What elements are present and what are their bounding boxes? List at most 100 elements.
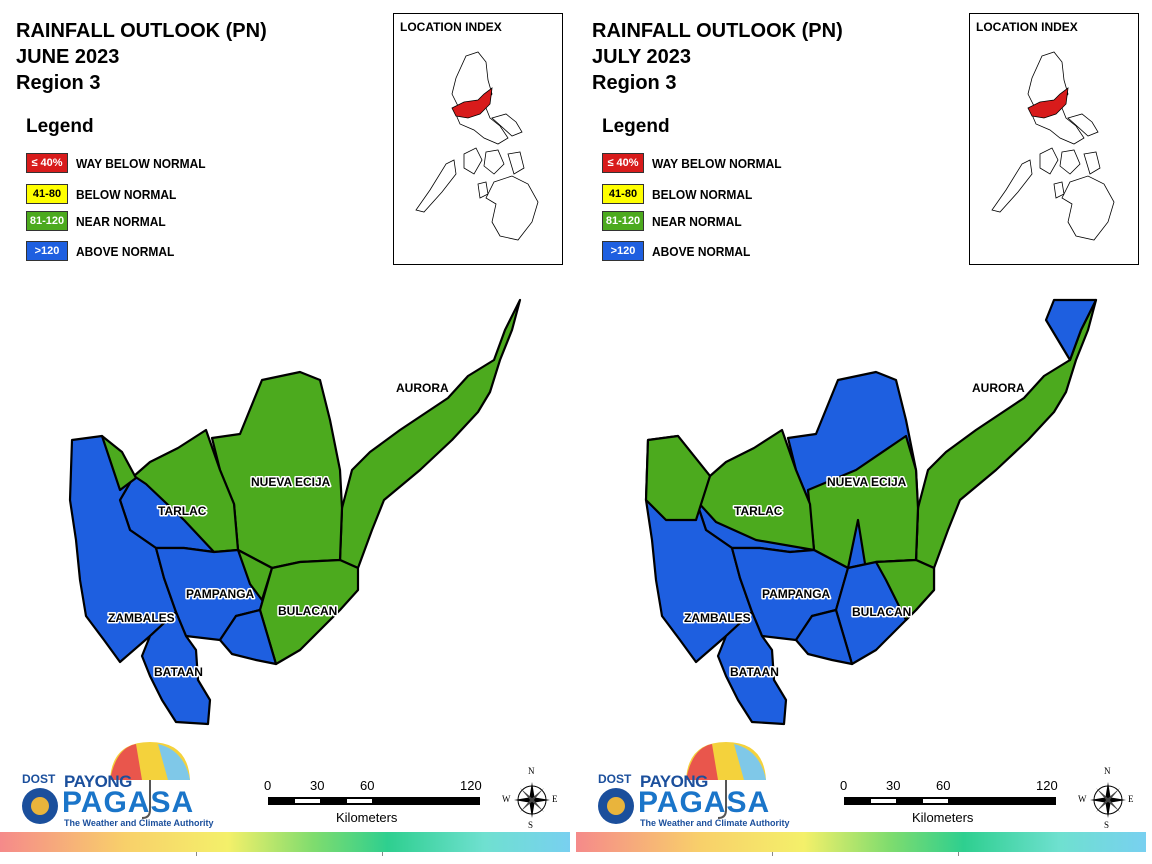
- legend-label: BELOW NORMAL: [76, 186, 177, 202]
- outlook-panel-june: RAINFALL OUTLOOK (PN) JUNE 2023 Region 3…: [0, 13, 570, 856]
- label-nueva-ecija: NUEVA ECIJA: [827, 475, 907, 489]
- legend-item-above: >120 ABOVE NORMAL: [602, 240, 759, 262]
- compass-icon: [514, 782, 550, 818]
- payong-text: PAYONG: [640, 772, 708, 791]
- footer-color-bar: [576, 832, 1146, 856]
- legend-swatch: 41-80: [602, 184, 644, 204]
- title-line-2: JUNE 2023: [16, 46, 120, 68]
- compass-rose: N S E W: [502, 766, 560, 832]
- legend-swatch: ≤ 40%: [26, 153, 68, 173]
- pagasa-logo: DOST PAYONG PAGASA The Weather and Clima…: [592, 740, 790, 830]
- legend-swatch: >120: [26, 241, 68, 261]
- label-bulacan: BULACAN: [852, 605, 911, 619]
- scale-tick: 120: [1036, 778, 1058, 793]
- title-line-3: Region 3: [16, 72, 101, 94]
- scale-unit: Kilometers: [336, 810, 398, 825]
- umbrella-icon: [22, 742, 190, 824]
- label-zambales: ZAMBALES: [684, 611, 751, 625]
- location-index-map: LOCATION INDEX: [969, 13, 1139, 265]
- inset-title: LOCATION INDEX: [976, 20, 1078, 34]
- title-line-2: JULY 2023: [592, 46, 691, 68]
- label-nueva-ecija: NUEVA ECIJA: [251, 475, 331, 489]
- scale-tick: 0: [264, 778, 272, 793]
- label-tarlac: TARLAC: [734, 504, 783, 518]
- pagasa-logo: DOST PAYONG PAGASA The Weather and Clima…: [16, 740, 214, 830]
- legend-label: NEAR NORMAL: [76, 213, 166, 229]
- legend-heading: Legend: [602, 116, 670, 137]
- compass-n: N: [1104, 766, 1111, 776]
- legend-label: NEAR NORMAL: [652, 213, 742, 229]
- legend-swatch: >120: [602, 241, 644, 261]
- title-line-1: RAINFALL OUTLOOK (PN): [592, 20, 843, 42]
- scale-bar-graphic: [844, 797, 1056, 805]
- legend-item-above: >120 ABOVE NORMAL: [26, 240, 183, 262]
- legend-swatch: ≤ 40%: [602, 153, 644, 173]
- scale-tick: 30: [886, 778, 901, 793]
- title-line-1: RAINFALL OUTLOOK (PN): [16, 20, 267, 42]
- compass-w: W: [502, 794, 511, 804]
- legend-label: ABOVE NORMAL: [652, 243, 751, 259]
- umbrella-icon: [598, 742, 766, 824]
- legend-label: WAY BELOW NORMAL: [652, 155, 782, 171]
- scale-tick: 120: [460, 778, 482, 793]
- scale-tick: 30: [310, 778, 325, 793]
- legend-swatch: 81-120: [26, 211, 68, 231]
- scale-bar: 0 30 60 120 Kilometers: [840, 778, 1060, 828]
- region-3-highlight: [451, 87, 493, 119]
- pagasa-tagline: The Weather and Climate Authority: [640, 818, 790, 828]
- outlook-panel-july: RAINFALL OUTLOOK (PN) JULY 2023 Region 3…: [576, 0, 1152, 864]
- payong-text: PAYONG: [64, 772, 132, 791]
- scale-tick: 60: [936, 778, 951, 793]
- label-aurora: AURORA: [396, 381, 449, 395]
- label-pampanga: PAMPANGA: [186, 587, 255, 601]
- dost-text: DOST: [22, 772, 56, 786]
- legend-swatch: 81-120: [602, 211, 644, 231]
- scale-unit: Kilometers: [912, 810, 974, 825]
- legend-item-near: 81-120 NEAR NORMAL: [602, 210, 750, 232]
- compass-n: N: [528, 766, 535, 776]
- label-pampanga: PAMPANGA: [762, 587, 831, 601]
- label-bataan: BATAAN: [730, 665, 779, 679]
- dost-text: DOST: [598, 772, 632, 786]
- label-aurora: AURORA: [972, 381, 1025, 395]
- compass-icon: [1090, 782, 1126, 818]
- location-index-map: LOCATION INDEX: [393, 13, 563, 265]
- footer-color-bar: [0, 832, 570, 856]
- region-3-highlight: [1027, 87, 1069, 119]
- map-title: RAINFALL OUTLOOK (PN) JUNE 2023 Region 3: [16, 18, 267, 96]
- legend-item-below: 41-80 BELOW NORMAL: [26, 183, 185, 205]
- label-bataan: BATAAN: [154, 665, 203, 679]
- legend-swatch: 41-80: [26, 184, 68, 204]
- legend-item-below: 41-80 BELOW NORMAL: [602, 183, 761, 205]
- label-bulacan: BULACAN: [278, 604, 337, 618]
- scale-tick: 0: [840, 778, 848, 793]
- label-tarlac: TARLAC: [158, 504, 207, 518]
- scale-bar: 0 30 60 120 Kilometers: [264, 778, 484, 828]
- legend-item-near: 81-120 NEAR NORMAL: [26, 210, 174, 232]
- legend-heading: Legend: [26, 116, 94, 137]
- province-bataan: [716, 610, 788, 726]
- legend-label: WAY BELOW NORMAL: [76, 155, 206, 171]
- compass-w: W: [1078, 794, 1087, 804]
- compass-e: E: [552, 794, 558, 804]
- pagasa-text: PAGASA: [62, 786, 195, 819]
- scale-bar-graphic: [268, 797, 480, 805]
- province-bataan: [140, 610, 212, 726]
- map-title: RAINFALL OUTLOOK (PN) JULY 2023 Region 3: [592, 18, 843, 96]
- legend-label: BELOW NORMAL: [652, 186, 753, 202]
- compass-s: S: [1104, 820, 1110, 830]
- scale-tick: 60: [360, 778, 375, 793]
- philippines-outline: [415, 51, 539, 241]
- pagasa-tagline: The Weather and Climate Authority: [64, 818, 214, 828]
- compass-e: E: [1128, 794, 1134, 804]
- legend-item-way-below: ≤ 40% WAY BELOW NORMAL: [602, 152, 793, 174]
- region-3-rainfall-map: AURORA NUEVA ECIJA TARLAC PAMPANGA BULAC…: [644, 298, 1098, 726]
- region-3-rainfall-map: AURORA NUEVA ECIJA TARLAC PAMPANGA BULAC…: [68, 298, 522, 726]
- compass-rose: N S E W: [1078, 766, 1136, 832]
- philippines-outline: [991, 51, 1115, 241]
- compass-s: S: [528, 820, 534, 830]
- province-aurora: [338, 298, 522, 570]
- inset-title: LOCATION INDEX: [400, 20, 502, 34]
- title-line-3: Region 3: [592, 72, 677, 94]
- label-zambales: ZAMBALES: [108, 611, 175, 625]
